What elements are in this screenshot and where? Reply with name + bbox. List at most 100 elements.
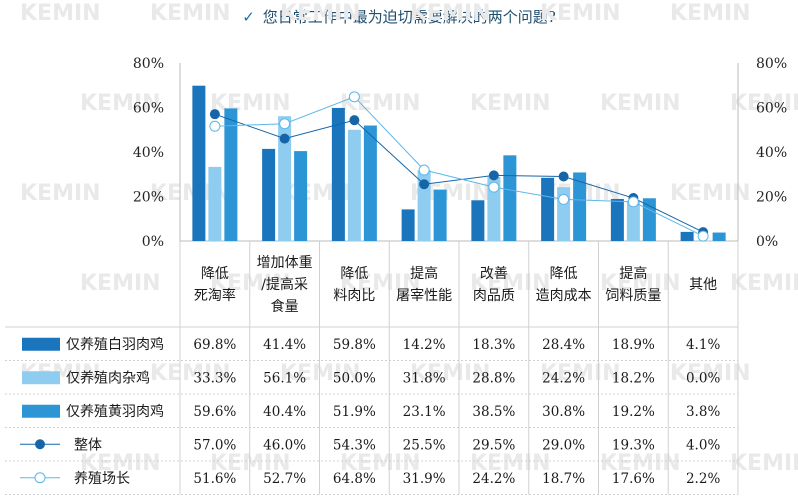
data-label: 59.8% (333, 337, 376, 353)
series-line (214, 96, 704, 237)
data-label: 18.7% (542, 471, 585, 487)
watermark-layer: KEMIN KEMIN KEMIN KEMIN KEMIN KEMIN KEMIN KEMIN… (20, 1, 798, 476)
legend-label: 仅养殖黄羽肉鸡 (66, 403, 164, 420)
data-label: 30.8% (542, 404, 585, 420)
data-label: 41.4% (263, 337, 306, 353)
bar (331, 107, 345, 241)
category-label: 屠宰性能 (396, 288, 452, 304)
watermark-text: KEMIN (210, 271, 291, 296)
watermark-text: KEMIN (410, 361, 491, 386)
data-label: 17.6% (612, 471, 655, 487)
line-point (488, 170, 499, 181)
category-label: 增加体重 (257, 255, 313, 271)
data-label: 56.1% (263, 370, 306, 386)
bar (712, 232, 726, 241)
watermark-text: KEMIN (470, 271, 551, 296)
legend-label: 养殖场长 (74, 470, 130, 487)
bar (487, 176, 501, 241)
category-label: 降低 (340, 266, 368, 282)
bar (573, 172, 587, 241)
y-tick-label-left: 40% (133, 145, 164, 161)
data-label: 69.8% (193, 337, 236, 353)
bar (680, 231, 694, 241)
watermark-text: KEMIN (340, 271, 421, 296)
watermark-text: KEMIN (730, 271, 798, 296)
category-label: 降低 (550, 266, 578, 282)
bar (262, 148, 276, 241)
category-label: /提高采 (261, 276, 308, 293)
watermark-text: KEMIN (670, 181, 751, 206)
data-label: 29.5% (472, 437, 515, 453)
y-tick-label-right: 80% (756, 56, 787, 72)
data-label: 29.0% (542, 437, 585, 453)
y-tick-label-right: 0% (756, 234, 778, 250)
data-label: 24.2% (542, 370, 585, 386)
chart-title: ✓ 您日常工作中最为迫切需要解决的两个问题? (0, 6, 798, 27)
y-tick-label-left: 80% (133, 56, 164, 72)
watermark-text: KEMIN (280, 361, 361, 386)
watermark-text: KEMIN (80, 271, 161, 296)
watermark-text: KEMIN (80, 91, 161, 116)
category-label: 改善 (480, 266, 508, 282)
bar (610, 198, 624, 241)
watermark-text: KEMIN (670, 1, 751, 26)
legend-swatch (22, 371, 60, 385)
watermark-text: KEMIN (730, 91, 798, 116)
data-label: 54.3% (333, 437, 376, 453)
watermark-text: KEMIN (80, 451, 161, 476)
y-tick-label-left: 60% (133, 101, 164, 117)
category-label: 其他 (689, 277, 717, 293)
data-label: 51.6% (193, 471, 236, 487)
data-label: 3.8% (686, 404, 720, 420)
data-label: 33.3% (193, 370, 236, 386)
category-label: 提高 (410, 265, 438, 282)
category-label: 降低 (201, 266, 229, 282)
data-label: 52.7% (263, 471, 306, 487)
bar (294, 151, 308, 241)
data-label: 19.2% (612, 404, 655, 420)
bar (471, 200, 485, 241)
watermark-text: KEMIN (150, 1, 231, 26)
data-label: 18.9% (612, 337, 655, 353)
category-label: 肉品质 (473, 288, 515, 304)
line-point (488, 181, 500, 193)
category-label: 饲料质量 (605, 288, 661, 304)
bar (208, 166, 222, 241)
check-icon: ✓ (242, 8, 255, 26)
watermark-text: KEMIN (340, 451, 421, 476)
line-point (419, 179, 430, 190)
watermark-text: KEMIN (730, 451, 798, 476)
bar (278, 116, 292, 241)
watermark-text: KEMIN (540, 1, 621, 26)
data-label: 46.0% (263, 437, 306, 453)
data-label: 31.8% (403, 370, 446, 386)
data-label: 57.0% (193, 437, 236, 453)
data-label: 4.1% (686, 337, 720, 353)
series-line (214, 113, 704, 233)
bar (642, 198, 656, 241)
y-tick-label-left: 0% (142, 234, 164, 250)
category-label: 死淘率 (194, 287, 236, 304)
data-label: 23.1% (403, 404, 446, 420)
data-label: 25.5% (403, 437, 446, 453)
bar (541, 177, 555, 241)
watermark-text: KEMIN (280, 1, 361, 26)
line-point (418, 164, 430, 176)
watermark-text: KEMIN (540, 361, 621, 386)
watermark-text: KEMIN (410, 1, 491, 26)
data-label: 18.2% (612, 370, 655, 386)
data-label: 18.3% (472, 337, 515, 353)
bar (433, 189, 447, 241)
data-label: 24.2% (472, 471, 515, 487)
y-tick-label-left: 20% (133, 190, 164, 206)
data-label: 28.8% (472, 370, 515, 386)
category-label: 料肉比 (333, 288, 375, 304)
line-point (348, 91, 360, 103)
watermark-text: KEMIN (280, 181, 361, 206)
y-tick-label-right: 60% (756, 101, 787, 117)
watermark-text: KEMIN (600, 271, 681, 296)
data-label: 2.2% (686, 471, 720, 487)
legend-swatch (22, 337, 60, 351)
bar (347, 129, 361, 241)
